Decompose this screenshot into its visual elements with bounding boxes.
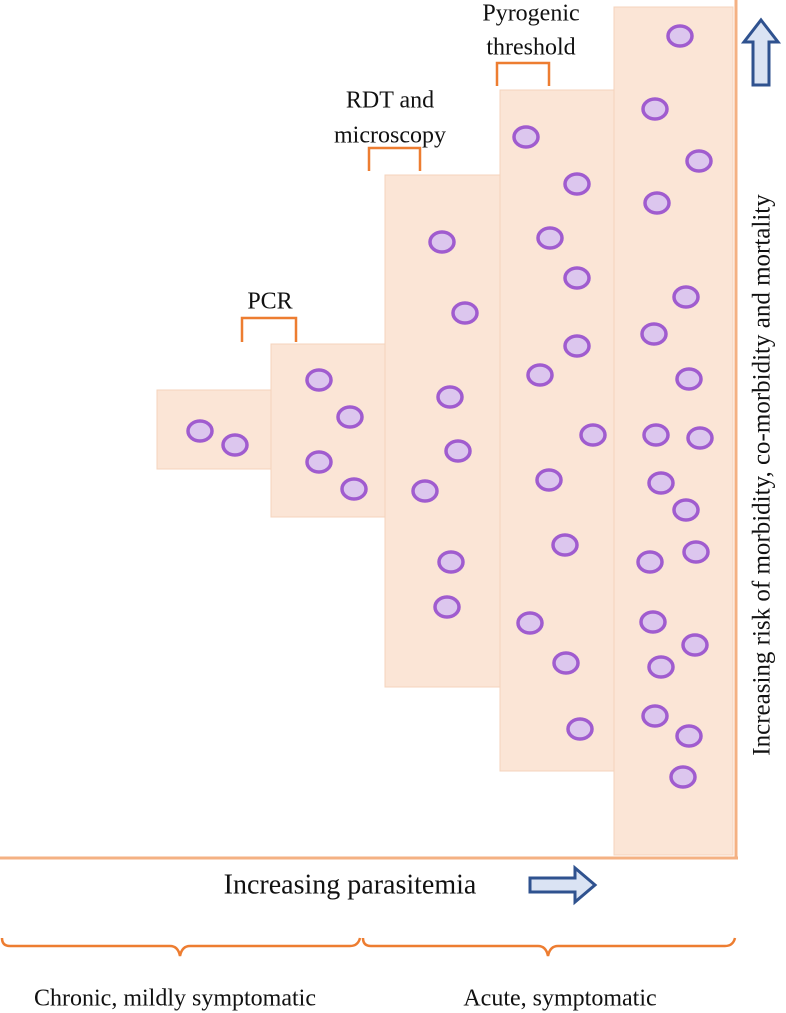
parasite: [305, 368, 333, 392]
parasite: [411, 479, 439, 503]
parasite: [221, 433, 249, 457]
parasite: [563, 266, 591, 290]
threshold-bracket: [495, 61, 551, 86]
parasite: [639, 610, 667, 634]
up-arrow: [740, 17, 782, 87]
parasite: [682, 540, 710, 564]
parasite: [340, 477, 368, 501]
x-axis-label: Increasing parasitemia: [224, 869, 477, 900]
parasite: [535, 468, 563, 492]
parasite: [552, 651, 580, 675]
columns: [156, 6, 734, 856]
group-label: Chronic, mildly symptomatic: [34, 986, 316, 1012]
threshold-bracket: [240, 316, 298, 342]
column: [270, 343, 386, 518]
parasite: [444, 439, 472, 463]
group-brace: [0, 937, 362, 957]
threshold-label: RDT and: [346, 88, 434, 114]
threshold-label: Pyrogenic: [482, 1, 579, 27]
y-axis-label: Increasing risk of morbidity, co-morbidi…: [749, 194, 776, 756]
parasite: [666, 24, 694, 48]
parasite: [512, 125, 540, 149]
column: [156, 389, 272, 470]
parasite: [186, 419, 214, 443]
parasite: [336, 405, 364, 429]
parasite: [675, 724, 703, 748]
parasite: [672, 498, 700, 522]
threshold-label: PCR: [247, 289, 292, 315]
parasite: [647, 655, 675, 679]
parasite: [636, 550, 664, 574]
parasite: [428, 230, 456, 254]
parasite: [579, 423, 607, 447]
parasite: [675, 367, 703, 391]
parasite: [642, 423, 670, 447]
parasite: [536, 226, 564, 250]
parasite: [563, 172, 591, 196]
parasite: [516, 611, 544, 635]
parasite: [563, 334, 591, 358]
column: [613, 6, 734, 856]
group-label: Acute, symptomatic: [463, 986, 656, 1012]
threshold-label: threshold: [486, 35, 575, 61]
parasite: [433, 595, 461, 619]
parasite: [643, 191, 671, 215]
parasite: [681, 633, 709, 657]
group-brace: [361, 937, 737, 957]
parasite: [672, 285, 700, 309]
parasite: [437, 550, 465, 574]
parasite: [551, 533, 579, 557]
threshold-label: microscopy: [334, 123, 446, 149]
threshold-bracket: [367, 146, 422, 171]
parasite: [640, 322, 668, 346]
parasite: [685, 149, 713, 173]
parasite: [526, 363, 554, 387]
parasite: [451, 301, 479, 325]
parasite: [686, 426, 714, 450]
parasites: [186, 24, 714, 789]
column: [384, 174, 501, 688]
parasite: [566, 717, 594, 741]
parasite: [641, 97, 669, 121]
parasite: [669, 765, 697, 789]
parasite: [647, 471, 675, 495]
right-arrow: [528, 864, 598, 906]
parasite: [305, 450, 333, 474]
parasite: [436, 385, 464, 409]
parasite: [641, 704, 669, 728]
